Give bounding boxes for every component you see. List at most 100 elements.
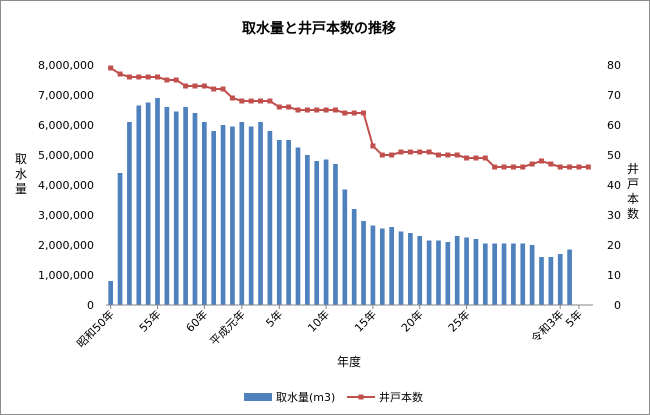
- left-tick-label: 0: [87, 299, 94, 312]
- bar: [286, 140, 291, 305]
- bar: [267, 131, 273, 305]
- left-axis-ticks: 0 1,000,000 2,000,000 3,000,000 4,000,000 5,0…: [38, 59, 94, 312]
- bar: [464, 237, 469, 305]
- bar: [408, 233, 413, 305]
- bar: [417, 236, 423, 305]
- bar: [108, 281, 114, 305]
- right-tick-label: 30: [607, 209, 621, 222]
- line-path: [110, 67, 589, 168]
- bar: [276, 140, 282, 305]
- bar: [351, 209, 357, 305]
- bar: [445, 242, 451, 305]
- line-marker: [538, 158, 544, 164]
- bar: [117, 173, 123, 305]
- bar: [258, 122, 263, 305]
- line-marker: [482, 155, 488, 161]
- line-marker: [211, 86, 217, 92]
- bar: [361, 221, 366, 305]
- line-marker: [201, 83, 207, 89]
- line-marker: [117, 71, 123, 77]
- legend-label-line: 井戸本数: [379, 390, 423, 404]
- right-tick-label: 20: [607, 239, 621, 252]
- line-marker: [108, 65, 114, 71]
- right-tick-label: 40: [607, 179, 621, 192]
- x-tick-label: 10年: [305, 307, 333, 335]
- line-marker: [173, 77, 179, 83]
- bar: [389, 227, 394, 305]
- bar: [454, 236, 460, 305]
- line-marker: [258, 98, 264, 104]
- left-tick-label: 1,000,000: [38, 269, 94, 282]
- right-axis-label: 井戸本数: [627, 162, 639, 221]
- bar: [426, 240, 432, 305]
- line-marker: [370, 143, 376, 149]
- line-marker: [548, 161, 554, 167]
- bar: [248, 126, 254, 305]
- line-marker: [529, 161, 535, 167]
- line-marker: [464, 155, 470, 161]
- bar: [529, 245, 535, 305]
- line-series: [108, 65, 591, 170]
- bar: [201, 122, 207, 305]
- line-marker: [155, 74, 161, 80]
- left-tick-label: 4,000,000: [38, 179, 94, 192]
- right-tick-label: 0: [614, 299, 621, 312]
- bar: [183, 107, 188, 305]
- x-tick-label: 55年: [136, 307, 164, 335]
- bar: [295, 147, 301, 305]
- bar: [370, 225, 376, 305]
- bar: [342, 189, 348, 305]
- line-marker: [323, 107, 329, 113]
- line-marker: [389, 152, 395, 158]
- right-tick-label: 10: [607, 269, 621, 282]
- bar: [211, 131, 217, 305]
- legend-swatch-bars: [244, 393, 272, 401]
- line-marker: [576, 164, 582, 170]
- left-tick-label: 3,000,000: [38, 209, 94, 222]
- right-tick-label: 50: [607, 149, 621, 162]
- right-tick-label: 80: [607, 59, 621, 72]
- bar: [398, 231, 404, 305]
- line-marker: [417, 149, 423, 155]
- left-tick-label: 6,000,000: [38, 119, 94, 132]
- line-marker: [454, 152, 460, 158]
- line-marker: [473, 155, 479, 161]
- line-marker: [314, 107, 320, 113]
- bar: [557, 254, 563, 305]
- bar: [323, 159, 329, 305]
- bar: [314, 161, 320, 305]
- bar: [136, 105, 142, 305]
- left-tick-label: 2,000,000: [38, 239, 94, 252]
- left-tick-label: 7,000,000: [38, 89, 94, 102]
- line-marker: [520, 164, 526, 170]
- legend-label-bars: 取水量(m3): [276, 391, 335, 404]
- bar: [305, 155, 310, 305]
- line-marker: [136, 74, 142, 80]
- bar: [567, 249, 572, 305]
- right-tick-label: 60: [607, 119, 621, 132]
- line-marker: [510, 164, 516, 170]
- line-marker: [220, 86, 226, 92]
- bar-series: [108, 98, 572, 305]
- line-marker: [426, 149, 432, 155]
- line-marker: [248, 98, 254, 104]
- x-tick-label: 25年: [445, 307, 473, 335]
- bar: [379, 228, 385, 305]
- bar: [436, 240, 441, 305]
- bar: [230, 126, 235, 305]
- line-marker: [267, 98, 273, 104]
- x-tick-label: 5年: [562, 307, 585, 330]
- bar: [164, 107, 170, 305]
- line-marker: [492, 164, 498, 170]
- bar: [239, 122, 245, 305]
- chart-title: 取水量と井戸本数の推移: [242, 20, 396, 37]
- line-marker: [445, 152, 451, 158]
- line-marker: [145, 74, 151, 80]
- line-marker: [304, 107, 310, 113]
- bar: [333, 164, 338, 305]
- left-tick-label: 8,000,000: [38, 59, 94, 72]
- bar: [127, 122, 132, 305]
- bar: [482, 243, 488, 305]
